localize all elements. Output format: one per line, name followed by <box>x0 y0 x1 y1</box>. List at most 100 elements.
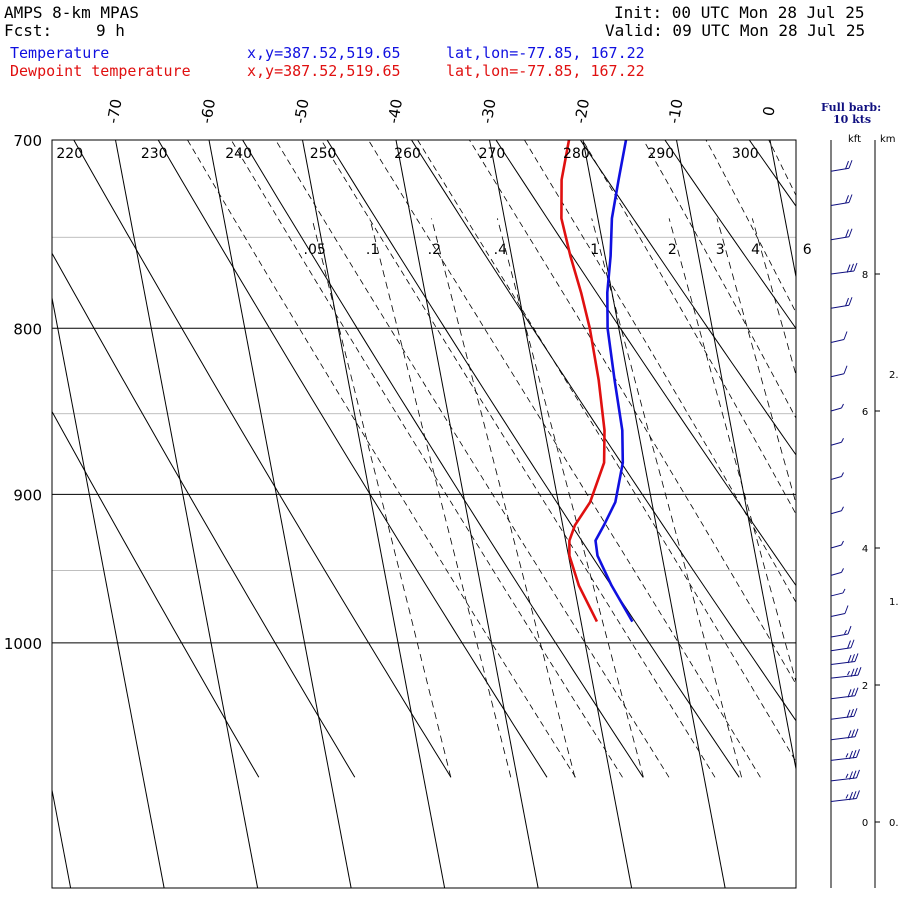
dry-adiabat-210 <box>52 252 356 778</box>
wind-barb-flag <box>847 689 852 698</box>
moist-adiabat-20 <box>772 14 900 778</box>
mixing-ratio-2 <box>668 218 796 684</box>
dry-adiabat-label-300: 300 <box>732 146 759 162</box>
dewpoint-line <box>560 140 606 623</box>
wind-barb-flag <box>849 791 853 801</box>
wind-barb-1 <box>830 777 857 782</box>
wind-barb-7 <box>830 660 856 665</box>
wind-barb-half <box>847 670 850 676</box>
isotherm-label--50: -50 <box>291 98 313 125</box>
mixing-ratio-0.1 <box>369 218 512 778</box>
moist-adiabat--40 <box>187 140 576 778</box>
wind-barb-half <box>841 568 844 573</box>
dry-adiabat-300 <box>748 140 796 207</box>
background-lines <box>52 14 900 888</box>
wind-barb-12 <box>830 571 842 576</box>
dry-adiabat-280 <box>579 140 796 456</box>
km-tick-label-3: 0. <box>889 818 899 829</box>
kft-label: kft <box>848 134 862 145</box>
wind-barb-24 <box>830 167 850 172</box>
pressure-label-900: 900 <box>13 486 42 504</box>
dry-adiabat-290 <box>664 140 796 330</box>
wind-barb-flag <box>854 687 859 696</box>
isotherm--80 <box>52 295 165 888</box>
wind-barb-flag <box>853 262 858 272</box>
wind-barb-flag <box>852 770 857 779</box>
wind-barb-flag <box>845 195 849 204</box>
moist-adiabat--35 <box>230 140 623 778</box>
dry-adiabat-200 <box>52 410 260 778</box>
valid-time: Valid: 09 UTC Mon 28 Jul 25 <box>605 21 866 40</box>
wind-barb-flag <box>848 194 853 203</box>
dewpoint-xy: x,y=387.52,519.65 <box>247 62 401 80</box>
wind-panel: 8 6 4 2 0 2. 1. 0. <box>830 140 899 888</box>
kft-tick-label-6: 6 <box>862 407 868 418</box>
wind-barb-flag <box>846 709 851 719</box>
wind-panel-title: Full barb: <box>821 101 882 114</box>
mixing-ratio-label-1: .05 <box>304 242 326 258</box>
moist-adiabat-0 <box>582 140 796 515</box>
isotherm--20 <box>582 140 726 888</box>
wind-barb-flag <box>845 297 849 307</box>
wind-barb-flag <box>843 365 848 374</box>
dry-adiabat-label-280: 280 <box>563 146 590 162</box>
wind-barb-19 <box>830 339 845 343</box>
wind-barb-flag <box>848 160 853 169</box>
wind-barb-flag <box>852 791 857 800</box>
wind-barb-flag <box>853 708 858 717</box>
wind-barb-half <box>841 438 844 443</box>
sounding-series <box>560 140 634 623</box>
wind-barb-16 <box>830 441 842 446</box>
dry-adiabat-260 <box>410 140 796 722</box>
mixing-ratio-label-5: 1 <box>590 242 599 258</box>
isotherm--70 <box>115 140 259 888</box>
kft-tick-label-0: 0 <box>862 818 868 829</box>
dewpoint-legend: Dewpoint temperature <box>10 62 191 80</box>
moist-adiabat--15 <box>417 140 796 763</box>
dry-adiabat-230 <box>157 140 548 778</box>
kft-tick-label-4: 4 <box>862 544 868 555</box>
axis-labels: 7008009001000-70-60-50-40-30-20-10010220… <box>4 98 812 653</box>
wind-barb-flag <box>852 749 857 759</box>
wind-barb-18 <box>830 373 845 378</box>
wind-barb-6 <box>830 674 859 679</box>
pressure-label-1000: 1000 <box>4 635 42 653</box>
wind-barb-flag <box>854 653 859 662</box>
dry-adiabat-320 <box>826 14 900 778</box>
wind-barb-flag <box>848 297 853 306</box>
mixing-ratio-label-6: 2 <box>668 242 677 258</box>
wind-barb-flag <box>843 331 848 340</box>
moist-adiabat-10 <box>705 140 796 314</box>
wind-barb-22 <box>830 236 850 241</box>
wind-barb-flag <box>851 654 855 663</box>
wind-barb-flag <box>856 769 860 779</box>
isotherm--10 <box>676 140 796 772</box>
dry-adiabat-250 <box>326 140 740 778</box>
wind-barb-5 <box>830 695 856 700</box>
wind-barb-flag <box>856 749 860 758</box>
dry-adiabat-label-250: 250 <box>310 146 337 162</box>
km-tick-label-1: 2. <box>889 370 899 381</box>
moist-adiabat-15 <box>768 140 796 197</box>
wind-barb-flag <box>850 668 855 677</box>
mixing-ratio-label-8: 4 <box>751 242 760 258</box>
wind-barb-flag <box>847 730 852 739</box>
wind-barb-11 <box>830 592 844 597</box>
wind-barb-flag <box>849 771 853 780</box>
isotherm-10 <box>864 140 900 888</box>
dry-adiabat-310 <box>744 14 900 778</box>
wind-barb-flag <box>851 688 855 697</box>
wind-barb-flag <box>849 750 853 760</box>
wind-barb-3 <box>830 736 856 741</box>
mixing-ratio-0.05 <box>311 218 452 778</box>
dry-adiabat-label-290: 290 <box>647 146 674 162</box>
temperature-legend: Temperature <box>10 44 110 62</box>
moist-adiabat--30 <box>275 140 670 778</box>
pressure-label-800: 800 <box>13 320 42 338</box>
wind-barb-flag <box>854 667 858 677</box>
isotherm--60 <box>208 140 352 888</box>
wind-barb-2 <box>830 756 857 761</box>
wind-barb-17 <box>830 407 842 412</box>
wind-barb-half <box>844 629 847 635</box>
